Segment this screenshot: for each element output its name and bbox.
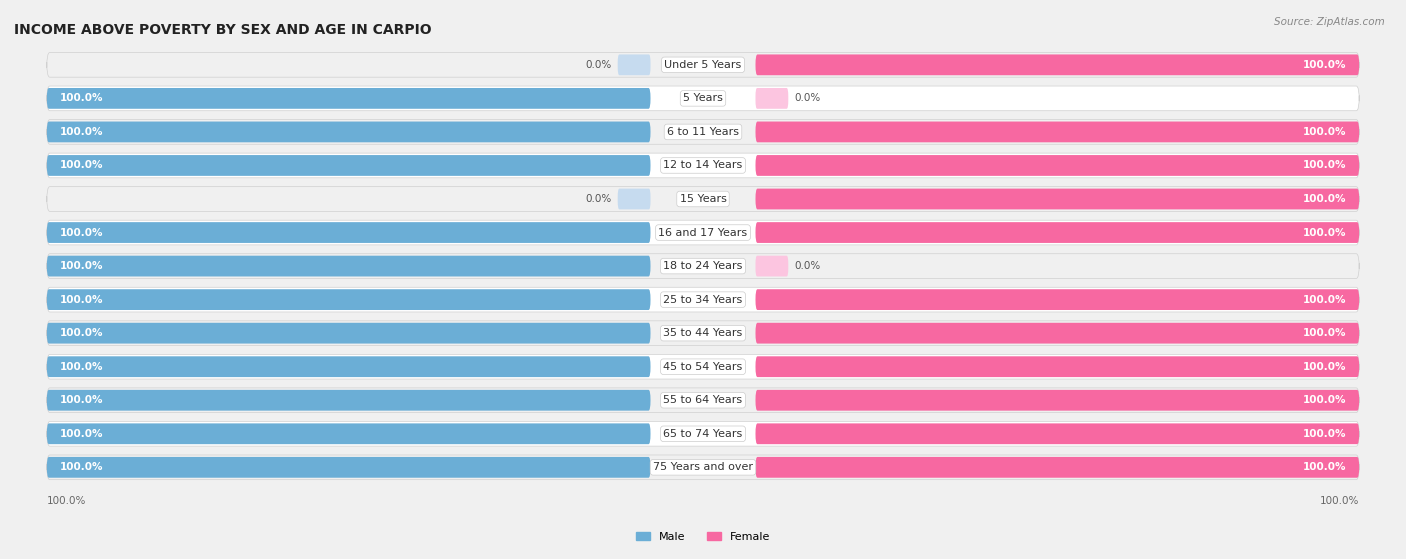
FancyBboxPatch shape <box>46 120 1360 144</box>
FancyBboxPatch shape <box>755 289 1360 310</box>
Text: 12 to 14 Years: 12 to 14 Years <box>664 160 742 170</box>
FancyBboxPatch shape <box>46 153 1360 178</box>
Text: 100.0%: 100.0% <box>1302 362 1346 372</box>
Text: 100.0%: 100.0% <box>60 295 104 305</box>
Text: 100.0%: 100.0% <box>60 395 104 405</box>
FancyBboxPatch shape <box>755 323 1360 344</box>
FancyBboxPatch shape <box>755 255 789 277</box>
Text: 100.0%: 100.0% <box>60 93 104 103</box>
Text: 100.0%: 100.0% <box>1302 194 1346 204</box>
Text: Under 5 Years: Under 5 Years <box>665 60 741 70</box>
Text: 100.0%: 100.0% <box>60 462 104 472</box>
FancyBboxPatch shape <box>46 222 651 243</box>
Text: 100.0%: 100.0% <box>1302 295 1346 305</box>
FancyBboxPatch shape <box>755 457 1360 478</box>
Text: 100.0%: 100.0% <box>1302 60 1346 70</box>
FancyBboxPatch shape <box>46 323 651 344</box>
Text: 100.0%: 100.0% <box>60 362 104 372</box>
Text: 0.0%: 0.0% <box>794 93 821 103</box>
Text: 0.0%: 0.0% <box>585 60 612 70</box>
Text: INCOME ABOVE POVERTY BY SEX AND AGE IN CARPIO: INCOME ABOVE POVERTY BY SEX AND AGE IN C… <box>14 22 432 36</box>
FancyBboxPatch shape <box>755 155 1360 176</box>
FancyBboxPatch shape <box>755 88 789 109</box>
Text: 100.0%: 100.0% <box>46 496 86 506</box>
FancyBboxPatch shape <box>755 423 1360 444</box>
Text: 100.0%: 100.0% <box>60 429 104 439</box>
FancyBboxPatch shape <box>755 54 1360 75</box>
Text: 100.0%: 100.0% <box>1320 496 1360 506</box>
FancyBboxPatch shape <box>46 423 651 444</box>
FancyBboxPatch shape <box>46 254 1360 278</box>
FancyBboxPatch shape <box>755 356 1360 377</box>
Legend: Male, Female: Male, Female <box>631 527 775 546</box>
Text: 75 Years and over: 75 Years and over <box>652 462 754 472</box>
FancyBboxPatch shape <box>46 388 1360 413</box>
Text: 100.0%: 100.0% <box>60 228 104 238</box>
FancyBboxPatch shape <box>46 255 651 277</box>
Text: 55 to 64 Years: 55 to 64 Years <box>664 395 742 405</box>
Text: 25 to 34 Years: 25 to 34 Years <box>664 295 742 305</box>
FancyBboxPatch shape <box>46 86 1360 111</box>
Text: Source: ZipAtlas.com: Source: ZipAtlas.com <box>1274 17 1385 27</box>
FancyBboxPatch shape <box>755 188 1360 210</box>
Text: 5 Years: 5 Years <box>683 93 723 103</box>
FancyBboxPatch shape <box>46 121 651 143</box>
Text: 100.0%: 100.0% <box>60 160 104 170</box>
FancyBboxPatch shape <box>46 421 1360 446</box>
FancyBboxPatch shape <box>46 356 651 377</box>
FancyBboxPatch shape <box>46 220 1360 245</box>
FancyBboxPatch shape <box>46 287 1360 312</box>
Text: 100.0%: 100.0% <box>1302 462 1346 472</box>
FancyBboxPatch shape <box>46 53 1360 77</box>
Text: 100.0%: 100.0% <box>1302 228 1346 238</box>
FancyBboxPatch shape <box>46 354 1360 379</box>
FancyBboxPatch shape <box>46 289 651 310</box>
FancyBboxPatch shape <box>617 54 651 75</box>
FancyBboxPatch shape <box>617 188 651 210</box>
FancyBboxPatch shape <box>46 321 1360 345</box>
FancyBboxPatch shape <box>755 121 1360 143</box>
Text: 100.0%: 100.0% <box>1302 160 1346 170</box>
Text: 15 Years: 15 Years <box>679 194 727 204</box>
Text: 100.0%: 100.0% <box>60 127 104 137</box>
Text: 16 and 17 Years: 16 and 17 Years <box>658 228 748 238</box>
Text: 100.0%: 100.0% <box>60 261 104 271</box>
FancyBboxPatch shape <box>46 155 651 176</box>
Text: 0.0%: 0.0% <box>794 261 821 271</box>
FancyBboxPatch shape <box>755 390 1360 411</box>
FancyBboxPatch shape <box>46 88 651 109</box>
FancyBboxPatch shape <box>755 222 1360 243</box>
Text: 6 to 11 Years: 6 to 11 Years <box>666 127 740 137</box>
Text: 100.0%: 100.0% <box>1302 429 1346 439</box>
FancyBboxPatch shape <box>46 390 651 411</box>
FancyBboxPatch shape <box>46 457 651 478</box>
Text: 0.0%: 0.0% <box>585 194 612 204</box>
Text: 45 to 54 Years: 45 to 54 Years <box>664 362 742 372</box>
Text: 18 to 24 Years: 18 to 24 Years <box>664 261 742 271</box>
FancyBboxPatch shape <box>46 455 1360 480</box>
Text: 100.0%: 100.0% <box>1302 328 1346 338</box>
Text: 100.0%: 100.0% <box>1302 395 1346 405</box>
Text: 100.0%: 100.0% <box>60 328 104 338</box>
Text: 65 to 74 Years: 65 to 74 Years <box>664 429 742 439</box>
Text: 100.0%: 100.0% <box>1302 127 1346 137</box>
FancyBboxPatch shape <box>46 187 1360 211</box>
Text: 35 to 44 Years: 35 to 44 Years <box>664 328 742 338</box>
